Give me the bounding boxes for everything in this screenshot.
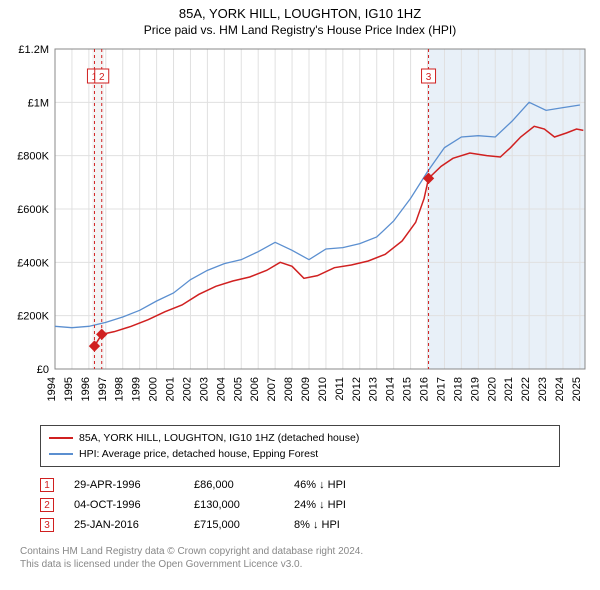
- svg-text:2006: 2006: [249, 377, 261, 401]
- chart-area: £0 £200K £400K £600K £800K £1M £1.2M 1994 1995 19…: [5, 39, 595, 419]
- svg-text:2016: 2016: [419, 377, 431, 401]
- svg-text:1998: 1998: [114, 377, 126, 401]
- svg-text:£1.2M: £1.2M: [18, 44, 49, 56]
- legend-swatch: [49, 453, 73, 455]
- svg-text:2004: 2004: [215, 377, 227, 401]
- chart-title: 85A, YORK HILL, LOUGHTON, IG10 1HZ: [0, 6, 600, 21]
- footer: Contains HM Land Registry data © Crown c…: [20, 545, 580, 571]
- event-price: £715,000: [194, 519, 274, 531]
- svg-text:2020: 2020: [486, 377, 498, 401]
- legend-swatch: [49, 437, 73, 439]
- event-delta: 46% ↓ HPI: [294, 479, 384, 491]
- chart-svg: £0 £200K £400K £600K £800K £1M £1.2M 1994 1995 19…: [5, 39, 595, 419]
- legend: 85A, YORK HILL, LOUGHTON, IG10 1HZ (deta…: [40, 425, 560, 467]
- events-list: 1 29-APR-1996 £86,000 46% ↓ HPI 2 04-OCT-1996…: [40, 475, 560, 535]
- svg-text:2019: 2019: [469, 377, 481, 401]
- legend-row: HPI: Average price, detached house, Eppi…: [49, 446, 551, 462]
- legend-row: 85A, YORK HILL, LOUGHTON, IG10 1HZ (deta…: [49, 430, 551, 446]
- chart-subtitle: Price paid vs. HM Land Registry's House …: [0, 23, 600, 37]
- legend-label: HPI: Average price, detached house, Eppi…: [79, 448, 318, 460]
- svg-text:£200K: £200K: [17, 311, 49, 323]
- event-delta: 24% ↓ HPI: [294, 499, 384, 511]
- svg-text:1997: 1997: [97, 377, 109, 401]
- svg-text:2000: 2000: [148, 377, 160, 401]
- svg-text:2015: 2015: [402, 377, 414, 401]
- svg-text:2008: 2008: [283, 377, 295, 401]
- svg-text:2: 2: [99, 72, 105, 83]
- svg-text:1995: 1995: [63, 377, 75, 401]
- event-marker: 1: [40, 478, 54, 492]
- svg-text:2017: 2017: [435, 377, 447, 401]
- footer-line-1: Contains HM Land Registry data © Crown c…: [20, 545, 580, 558]
- event-row: 2 04-OCT-1996 £130,000 24% ↓ HPI: [40, 495, 560, 515]
- svg-text:£400K: £400K: [17, 257, 49, 269]
- svg-text:2021: 2021: [503, 377, 515, 401]
- svg-text:2013: 2013: [368, 377, 380, 401]
- svg-text:2024: 2024: [554, 377, 566, 401]
- svg-text:2001: 2001: [165, 377, 177, 401]
- event-marker: 2: [40, 498, 54, 512]
- svg-text:2009: 2009: [300, 377, 312, 401]
- svg-text:1999: 1999: [131, 377, 143, 401]
- event-delta: 8% ↓ HPI: [294, 519, 384, 531]
- svg-text:2018: 2018: [452, 377, 464, 401]
- title-block: 85A, YORK HILL, LOUGHTON, IG10 1HZ Price…: [0, 0, 600, 39]
- event-price: £86,000: [194, 479, 274, 491]
- svg-text:2025: 2025: [571, 377, 583, 401]
- svg-text:2014: 2014: [385, 377, 397, 401]
- svg-text:2010: 2010: [317, 377, 329, 401]
- svg-text:2007: 2007: [266, 377, 278, 401]
- svg-text:£1M: £1M: [28, 97, 49, 109]
- svg-text:2002: 2002: [181, 377, 193, 401]
- event-row: 1 29-APR-1996 £86,000 46% ↓ HPI: [40, 475, 560, 495]
- svg-text:£800K: £800K: [17, 151, 49, 163]
- footer-line-2: This data is licensed under the Open Gov…: [20, 558, 580, 571]
- svg-text:2012: 2012: [351, 377, 363, 401]
- svg-text:£600K: £600K: [17, 204, 49, 216]
- event-marker: 3: [40, 518, 54, 532]
- event-date: 29-APR-1996: [74, 479, 174, 491]
- svg-text:3: 3: [426, 72, 432, 83]
- svg-text:2023: 2023: [537, 377, 549, 401]
- event-row: 3 25-JAN-2016 £715,000 8% ↓ HPI: [40, 515, 560, 535]
- event-date: 25-JAN-2016: [74, 519, 174, 531]
- event-date: 04-OCT-1996: [74, 499, 174, 511]
- legend-label: 85A, YORK HILL, LOUGHTON, IG10 1HZ (deta…: [79, 432, 359, 444]
- svg-text:1996: 1996: [80, 377, 92, 401]
- svg-text:2003: 2003: [198, 377, 210, 401]
- svg-text:2005: 2005: [232, 377, 244, 401]
- svg-text:2011: 2011: [334, 377, 346, 401]
- event-price: £130,000: [194, 499, 274, 511]
- svg-text:2022: 2022: [520, 377, 532, 401]
- svg-text:£0: £0: [37, 364, 49, 376]
- svg-text:1994: 1994: [46, 377, 58, 401]
- chart-container: 85A, YORK HILL, LOUGHTON, IG10 1HZ Price…: [0, 0, 600, 590]
